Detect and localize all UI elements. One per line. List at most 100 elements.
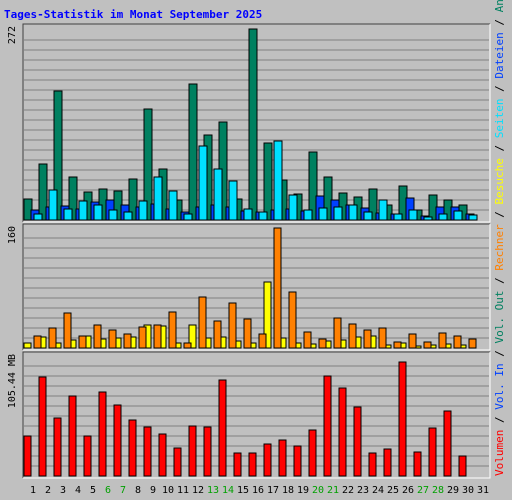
bar-volumen-day-22 — [338, 387, 347, 477]
axis-label-bot: 105.44 MB — [7, 354, 18, 408]
bar-volumen-day-16 — [248, 452, 257, 477]
bar-volumen-day-4 — [68, 395, 77, 477]
chart-panels: 272 160 105.44 MB — [7, 23, 491, 479]
day-label-13: 13 — [207, 485, 219, 496]
bar-rechner-day-17 — [273, 227, 282, 349]
bar-anfragen-day-8 — [128, 178, 138, 221]
axis-label-top: 272 — [7, 26, 18, 44]
legend-entry-anfragen: Anfragen — [493, 0, 506, 12]
bar-seiten-day-29 — [453, 210, 463, 221]
day-label-3: 3 — [60, 485, 66, 496]
bar-anfragen-day-16 — [248, 28, 258, 221]
bar-rechner-day-22 — [348, 323, 357, 349]
legend-entry-vol-out: Vol. Out — [493, 291, 506, 344]
day-label-12: 12 — [192, 485, 204, 496]
day-label-24: 24 — [372, 485, 384, 496]
series-rechner — [33, 227, 477, 349]
bar-rechner-day-23 — [363, 329, 372, 349]
legend-entry-vol-in: Vol. In — [493, 363, 506, 409]
bar-seiten-day-14 — [228, 180, 238, 221]
day-label-25: 25 — [387, 485, 399, 496]
day-label-21: 21 — [327, 485, 339, 496]
day-label-16: 16 — [252, 485, 264, 496]
bar-seiten-day-20 — [318, 207, 328, 221]
bar-volumen-day-27 — [413, 451, 422, 477]
day-label-28: 28 — [432, 485, 444, 496]
bar-seiten-day-30 — [468, 214, 478, 221]
bar-rechner-day-12 — [198, 296, 207, 349]
bar-volumen-day-26 — [398, 361, 407, 477]
bar-besuche-day-1 — [23, 342, 32, 349]
bar-rechner-day-27 — [423, 341, 432, 349]
day-label-27: 27 — [417, 485, 429, 496]
bar-rechner-day-8 — [138, 326, 147, 349]
panel-mid: 160 — [7, 223, 491, 351]
bar-volumen-day-24 — [368, 452, 377, 477]
bar-anfragen-day-3 — [53, 90, 63, 221]
day-label-26: 26 — [402, 485, 414, 496]
bar-seiten-day-1 — [33, 213, 43, 221]
bar-seiten-day-17 — [273, 140, 283, 221]
day-label-17: 17 — [267, 485, 279, 496]
bar-seiten-day-7 — [123, 211, 133, 221]
bar-anfragen-day-9 — [143, 108, 153, 221]
bar-volumen-day-15 — [233, 452, 242, 477]
bar-volumen-day-23 — [353, 406, 362, 477]
bar-volumen-day-7 — [113, 404, 122, 477]
panel-edge-dark — [22, 351, 490, 478]
bar-volumen-day-19 — [293, 445, 302, 477]
bar-rechner-day-2 — [48, 327, 57, 349]
bar-seiten-day-27 — [423, 216, 433, 221]
legend-separator: / — [493, 410, 506, 430]
legend-entry-rechner: Rechner — [493, 224, 506, 271]
bar-rechner-day-28 — [438, 332, 447, 349]
bar-volumen-day-1 — [23, 435, 32, 477]
bar-seiten-day-25 — [393, 213, 403, 221]
bar-volumen-day-14 — [218, 379, 227, 477]
series-seiten — [33, 140, 478, 221]
bar-volumen-day-30 — [458, 455, 467, 477]
day-label-30: 30 — [462, 485, 474, 496]
bar-rechner-day-3 — [63, 312, 72, 349]
day-label-22: 22 — [342, 485, 354, 496]
day-label-6: 6 — [105, 485, 111, 496]
day-label-15: 15 — [237, 485, 249, 496]
bar-anfragen-day-12 — [188, 83, 198, 221]
bar-rechner-day-5 — [93, 324, 102, 349]
bar-seiten-day-5 — [93, 204, 103, 221]
day-label-11: 11 — [177, 485, 189, 496]
legend-separator: / — [493, 204, 506, 224]
bar-volumen-day-21 — [323, 375, 332, 477]
bar-anfragen-day-4 — [68, 176, 78, 221]
bar-anfragen-day-17 — [263, 142, 273, 221]
bar-rechner-day-16 — [258, 333, 267, 349]
bar-rechner-day-11 — [183, 342, 192, 349]
bar-seiten-day-9 — [153, 176, 163, 221]
panel-edge-dark — [22, 223, 490, 350]
bar-volumen-day-20 — [308, 429, 317, 477]
legend-separator: / — [493, 271, 506, 291]
bar-seiten-day-22 — [348, 204, 358, 221]
bar-rechner-day-6 — [108, 329, 117, 349]
bar-rechner-day-30 — [468, 338, 477, 349]
day-label-2: 2 — [45, 485, 51, 496]
legend-separator: / — [493, 12, 506, 32]
legend-separator: / — [493, 344, 506, 364]
bar-volumen-day-9 — [143, 426, 152, 477]
panel-edge-light — [23, 24, 491, 223]
bar-seiten-day-28 — [438, 213, 448, 221]
bar-rechner-day-14 — [228, 302, 237, 349]
panel-edge-light — [23, 224, 491, 351]
bar-rechner-day-1 — [33, 335, 42, 349]
bar-seiten-day-11 — [183, 213, 193, 221]
day-label-10: 10 — [162, 485, 174, 496]
right-legend: Volumen / Vol. In / Vol. Out / Rechner /… — [493, 0, 506, 476]
legend-text: Volumen / Vol. In / Vol. Out / Rechner /… — [493, 0, 506, 476]
bar-volumen-day-3 — [53, 417, 62, 477]
bar-seiten-day-3 — [63, 208, 73, 221]
bar-rechner-day-9 — [153, 324, 162, 349]
bar-anfragen-day-2 — [38, 163, 48, 221]
day-label-20: 20 — [312, 485, 324, 496]
bar-seiten-day-10 — [168, 190, 178, 221]
